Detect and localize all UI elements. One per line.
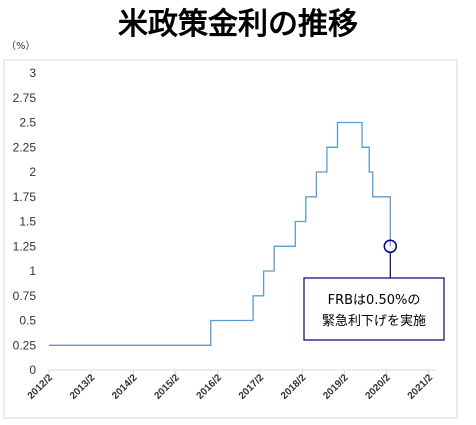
- x-tick-label: 2021/2: [406, 372, 436, 402]
- x-tick-label: 2017/2: [237, 372, 267, 402]
- x-tick-label: 2016/2: [195, 372, 225, 402]
- annotation-line-2: 緊急利下げを実施: [322, 313, 426, 329]
- chart-title: 米政策金利の推移: [118, 7, 358, 42]
- y-tick-label: 1.75: [13, 190, 37, 204]
- y-tick-label: 1.5: [19, 215, 36, 229]
- annotation-circle: [383, 239, 398, 254]
- y-tick-label: 0.5: [19, 314, 36, 328]
- x-tick-label: 2014/2: [110, 372, 140, 402]
- x-tick-label: 2013/2: [68, 372, 98, 402]
- x-tick-label: 2015/2: [152, 372, 182, 402]
- series-line: [49, 121, 391, 346]
- y-unit-label: （%）: [6, 40, 36, 52]
- x-tick-label: 2019/2: [321, 372, 351, 402]
- y-tick-label: 2.25: [13, 140, 37, 154]
- plot-area-border: [3, 59, 458, 419]
- y-tick-label: 2: [29, 165, 36, 179]
- y-tick-label: 0.75: [13, 289, 37, 303]
- y-tick-label: 2.75: [13, 91, 37, 105]
- y-tick-label: 3: [29, 66, 36, 80]
- y-tick-label: 1: [29, 264, 36, 278]
- x-tick-label: 2018/2: [279, 372, 309, 402]
- x-axis-ticks: 2012/2 2013/2 2014/2 2015/2 2016/2 2017/2 2018…: [26, 370, 436, 402]
- x-tick-label: 2020/2: [363, 372, 393, 402]
- y-tick-label: 0.25: [13, 338, 37, 352]
- annotation-box: [303, 277, 445, 341]
- y-axis-ticks: 0 0.25 0.5 0.75 1 1.25 1.5 1.75 2 2.25 2.5 2.75 3: [13, 66, 37, 377]
- y-tick-label: 1.25: [13, 239, 37, 253]
- y-tick-label: 0: [29, 363, 36, 377]
- y-tick-label: 2.5: [19, 116, 36, 130]
- annotation-line-1: FRBは0.50%の: [328, 293, 421, 308]
